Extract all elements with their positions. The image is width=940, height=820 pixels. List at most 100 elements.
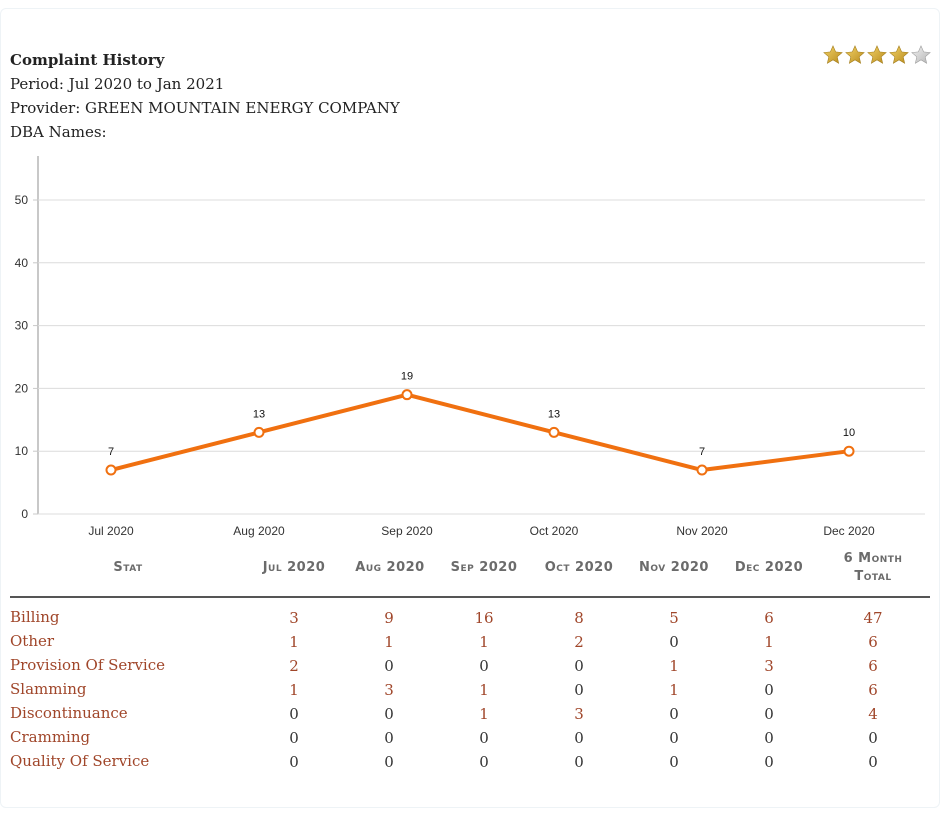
table-cell: 2 xyxy=(574,633,584,651)
data-label: 13 xyxy=(253,408,265,420)
x-tick-label: Nov 2020 xyxy=(676,524,728,538)
table-cell: 0 xyxy=(574,657,584,675)
complaint-header: Complaint History Period: Jul 2020 to Ja… xyxy=(10,48,400,144)
table-cell: 0 xyxy=(669,729,679,747)
table-cell: 6 xyxy=(868,657,878,675)
table-cell: 3 xyxy=(574,705,584,723)
table-cell: 0 xyxy=(574,753,584,771)
y-tick-label: 30 xyxy=(15,319,29,333)
table-cell: 0 xyxy=(764,681,774,699)
row-label: Billing xyxy=(10,608,60,626)
y-tick-label: 20 xyxy=(15,381,29,395)
table-cell: 0 xyxy=(479,753,489,771)
column-header: Aug 2020 xyxy=(355,560,425,575)
dba-text: DBA Names: xyxy=(10,123,107,141)
table-row: Discontinuance 0 0 1 3 0 0 4 xyxy=(10,704,930,728)
table-cell: 3 xyxy=(384,681,394,699)
table-cell: 0 xyxy=(669,705,679,723)
table-row: Billing 3 9 16 8 5 6 47 xyxy=(10,608,930,632)
data-label: 10 xyxy=(843,427,855,439)
data-point[interactable] xyxy=(843,445,855,457)
table-cell: 0 xyxy=(669,753,679,771)
star-empty-icon xyxy=(911,45,931,64)
x-tick-label: Aug 2020 xyxy=(233,524,285,538)
table-cell: 0 xyxy=(764,705,774,723)
table-cell: 1 xyxy=(289,633,299,651)
data-label: 19 xyxy=(401,371,413,383)
table-cell: 1 xyxy=(764,633,774,651)
provider-text: Provider: GREEN MOUNTAIN ENERGY COMPANY xyxy=(10,99,400,117)
table-cell: 0 xyxy=(384,705,394,723)
column-header: Dec 2020 xyxy=(734,560,804,575)
row-label: Discontinuance xyxy=(10,704,128,722)
star-filled-icon xyxy=(823,45,843,64)
page-title: Complaint History xyxy=(10,51,165,69)
column-header-total: 6 Month Total xyxy=(843,551,903,584)
table-cell: 0 xyxy=(574,681,584,699)
complaint-line-chart: 0 10 20 30 40 50 Jul 2020 Aug 2020 Sep 2020 Oct 2… xyxy=(15,156,925,538)
y-tick-label: 10 xyxy=(15,444,29,458)
table-cell: 4 xyxy=(868,705,878,723)
column-header: Oct 2020 xyxy=(544,560,614,575)
table-cell: 1 xyxy=(669,657,679,675)
star-filled-icon xyxy=(867,45,887,64)
table-cell: 3 xyxy=(289,609,299,627)
table-cell: 0 xyxy=(289,729,299,747)
x-tick-label: Jul 2020 xyxy=(88,524,134,538)
data-line xyxy=(110,392,850,473)
table-cell: 0 xyxy=(384,729,394,747)
table-cell: 16 xyxy=(474,609,494,627)
table-cell: 1 xyxy=(384,633,394,651)
star-filled-icon xyxy=(845,45,865,64)
data-point[interactable] xyxy=(696,464,708,476)
table-row: Quality Of Service 0 0 0 0 0 0 0 xyxy=(10,752,930,776)
star-rating xyxy=(822,44,932,66)
data-label: 7 xyxy=(699,446,705,458)
row-label: Provision Of Service xyxy=(10,656,166,674)
data-point[interactable] xyxy=(253,426,265,438)
data-label: 13 xyxy=(548,408,560,420)
table-cell: 47 xyxy=(863,609,883,627)
column-header: Sep 2020 xyxy=(450,560,518,575)
x-tick-label: Sep 2020 xyxy=(381,524,433,538)
table-cell: 5 xyxy=(669,609,679,627)
data-point[interactable] xyxy=(548,426,560,438)
y-tick-label: 40 xyxy=(15,256,29,270)
table-cell: 1 xyxy=(479,705,489,723)
row-label: Quality Of Service xyxy=(10,752,150,770)
table-cell: 0 xyxy=(384,657,394,675)
table-cell: 0 xyxy=(479,657,489,675)
table-cell: 3 xyxy=(764,657,774,675)
table-cell: 0 xyxy=(289,753,299,771)
table-cell: 0 xyxy=(764,753,774,771)
table-cell: 6 xyxy=(868,681,878,699)
table-row: Slamming 1 3 1 0 1 0 6 xyxy=(10,680,930,704)
x-tick-label: Dec 2020 xyxy=(823,524,875,538)
column-header: Jul 2020 xyxy=(262,560,326,575)
header-divider xyxy=(10,596,930,598)
data-label: 7 xyxy=(108,446,114,458)
y-tick-label: 0 xyxy=(21,507,28,521)
table-cell: 6 xyxy=(764,609,774,627)
table-row: Other 1 1 1 2 0 1 6 xyxy=(10,632,930,656)
data-point[interactable] xyxy=(401,389,413,401)
table-header: Stat Jul 2020 Aug 2020 Sep 2020 Oct 2020 Nov … xyxy=(10,548,930,598)
column-header: Stat xyxy=(113,560,143,575)
row-label: Slamming xyxy=(10,680,87,698)
row-label: Cramming xyxy=(10,728,91,746)
table-cell: 0 xyxy=(574,729,584,747)
table-cell: 0 xyxy=(868,729,878,747)
table-cell: 1 xyxy=(479,633,489,651)
table-cell: 1 xyxy=(289,681,299,699)
table-cell: 0 xyxy=(384,753,394,771)
table-cell: 8 xyxy=(574,609,584,627)
table-cell: 0 xyxy=(479,729,489,747)
table-cell: 6 xyxy=(868,633,878,651)
table-cell: 0 xyxy=(868,753,878,771)
table-row: Provision Of Service 2 0 0 0 1 3 6 xyxy=(10,656,930,680)
period-text: Period: Jul 2020 to Jan 2021 xyxy=(10,75,225,93)
table-cell: 9 xyxy=(384,609,394,627)
star-filled-icon xyxy=(889,45,909,64)
data-point[interactable] xyxy=(105,464,117,476)
table-cell: 2 xyxy=(289,657,299,675)
